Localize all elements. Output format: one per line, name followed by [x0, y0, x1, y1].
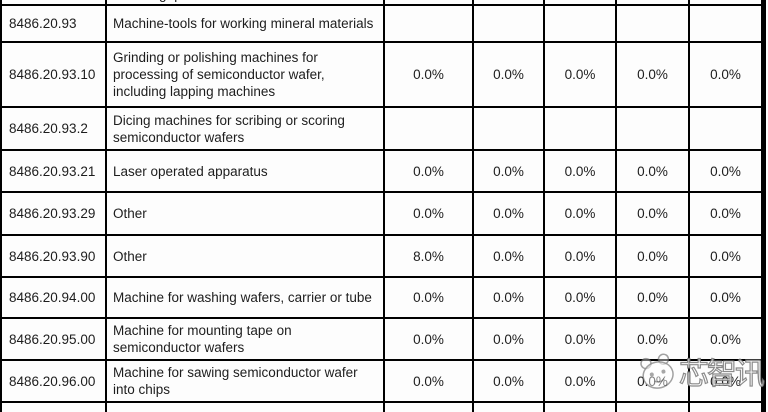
rate-cell: 0.0%: [383, 359, 474, 403]
table-row: 8486.20.93.21 Laser operated apparatus 0…: [0, 149, 763, 193]
rate-cell: [615, 4, 690, 43]
rate-cell: 0.0%: [615, 401, 690, 412]
hs-code-cell: 8486.20.93.2: [0, 106, 107, 151]
hs-code-cell: 8486.20.93.10: [0, 41, 107, 108]
rate-cell: 0.0%: [472, 401, 545, 412]
rate-cell: [688, 4, 763, 43]
rate-cell: 0.0%: [688, 359, 763, 403]
hs-code-cell: 8486.20.93.29: [0, 191, 107, 236]
description-cell: Grinding or polishing machines for proce…: [105, 41, 385, 108]
rate-cell: 0.0%: [615, 234, 690, 278]
rate-cell: 0.0%: [543, 41, 617, 108]
table-row: 8486.20.93.2 Dicing machines for scribin…: [0, 106, 763, 151]
rate-cell: 0.0%: [472, 234, 545, 278]
rate-cell: 0.0%: [688, 276, 763, 319]
rate-cell: [543, 0, 617, 6]
rate-cell: [615, 0, 690, 6]
description-cell: Machine for sawing semiconductor wafer i…: [105, 359, 385, 403]
rate-cell: [615, 106, 690, 151]
rate-cell: 8.0%: [383, 401, 474, 412]
rate-cell: 0.0%: [615, 359, 690, 403]
table-row: 8486.20.94.00 Machine for washing wafers…: [0, 276, 763, 319]
description-cell: Other: [105, 401, 385, 412]
rate-cell: 0.0%: [688, 317, 763, 361]
rate-cell: 0.0%: [383, 149, 474, 193]
description-cell: Machine-tools for working mineral materi…: [105, 4, 385, 43]
description-cell: Machine for washing wafers, carrier or t…: [105, 276, 385, 319]
rate-cell: 0.0%: [383, 41, 474, 108]
hs-code-cell: 8486.20.96.00: [0, 359, 107, 403]
rate-cell: [472, 4, 545, 43]
rate-cell: [543, 106, 617, 151]
rate-cell: 0.0%: [543, 317, 617, 361]
rate-cell: 0.0%: [472, 191, 545, 236]
table-row: 8486.20.93 Machine-tools for working min…: [0, 4, 763, 43]
rate-cell: 0.0%: [543, 234, 617, 278]
rate-cell: 0.0%: [688, 149, 763, 193]
rate-cell: [383, 106, 474, 151]
rate-cell: 0.0%: [543, 276, 617, 319]
rate-cell: 0.0%: [472, 317, 545, 361]
table-row: 8486.20.99.00 Other 8.0% 0.0% 0.0% 0.0% …: [0, 401, 763, 412]
rate-cell: 0.0%: [543, 149, 617, 193]
rate-cell: 0.0%: [615, 41, 690, 108]
rate-cell: 0.0%: [383, 276, 474, 319]
description-cell: Dicing machines for scribing or scoring …: [105, 106, 385, 151]
table-row: 8486.20.93.29 Other 0.0% 0.0% 0.0% 0.0% …: [0, 191, 763, 236]
rate-cell: 0.0%: [543, 401, 617, 412]
clipped-text-fragment: g p: [159, 0, 184, 3]
table-row: 8486.20.93.10 Grinding or polishing mach…: [0, 41, 763, 108]
code-cell: [0, 0, 107, 6]
rate-cell: [383, 4, 474, 43]
rate-cell: [543, 4, 617, 43]
partial-row-top: g p: [0, 0, 763, 6]
rate-cell: 0.0%: [615, 191, 690, 236]
rate-cell: 0.0%: [543, 359, 617, 403]
description-cell: Machine for mounting tape on semiconduct…: [105, 317, 385, 361]
rate-cell: 0.0%: [688, 234, 763, 278]
rate-cell: 0.0%: [615, 276, 690, 319]
rate-cell: 0.0%: [688, 41, 763, 108]
rate-cell: 0.0%: [472, 276, 545, 319]
hs-code-cell: 8486.20.95.00: [0, 317, 107, 361]
description-cell: Laser operated apparatus: [105, 149, 385, 193]
rate-cell: 0.0%: [472, 149, 545, 193]
table-row: 8486.20.96.00 Machine for sawing semicon…: [0, 359, 763, 403]
hs-code-cell: 8486.20.93: [0, 4, 107, 43]
hs-code-cell: 8486.20.99.00: [0, 401, 107, 412]
rate-cell: 0.0%: [383, 191, 474, 236]
rate-cell: [688, 0, 763, 6]
table-row: 8486.20.95.00 Machine for mounting tape …: [0, 317, 763, 361]
hs-code-cell: 8486.20.93.90: [0, 234, 107, 278]
description-cell: g p: [105, 0, 385, 6]
hs-code-cell: 8486.20.94.00: [0, 276, 107, 319]
rate-cell: 0.0%: [615, 317, 690, 361]
rate-cell: 0.0%: [615, 149, 690, 193]
rate-cell: [472, 0, 545, 6]
rate-cell: [688, 106, 763, 151]
rate-cell: [472, 106, 545, 151]
hs-code-cell: 8486.20.93.21: [0, 149, 107, 193]
rate-cell: [383, 0, 474, 6]
rate-cell: 0.0%: [383, 317, 474, 361]
description-cell: Other: [105, 234, 385, 278]
rate-cell: 8.0%: [383, 234, 474, 278]
description-cell: Other: [105, 191, 385, 236]
rate-cell: 0.0%: [472, 359, 545, 403]
rate-cell: 0.0%: [688, 191, 763, 236]
rate-cell: 0.0%: [472, 41, 545, 108]
rate-cell: 0.0%: [688, 401, 763, 412]
table-row: 8486.20.93.90 Other 8.0% 0.0% 0.0% 0.0% …: [0, 234, 763, 278]
table-outer-right-border: [763, 0, 766, 412]
rate-cell: 0.0%: [543, 191, 617, 236]
